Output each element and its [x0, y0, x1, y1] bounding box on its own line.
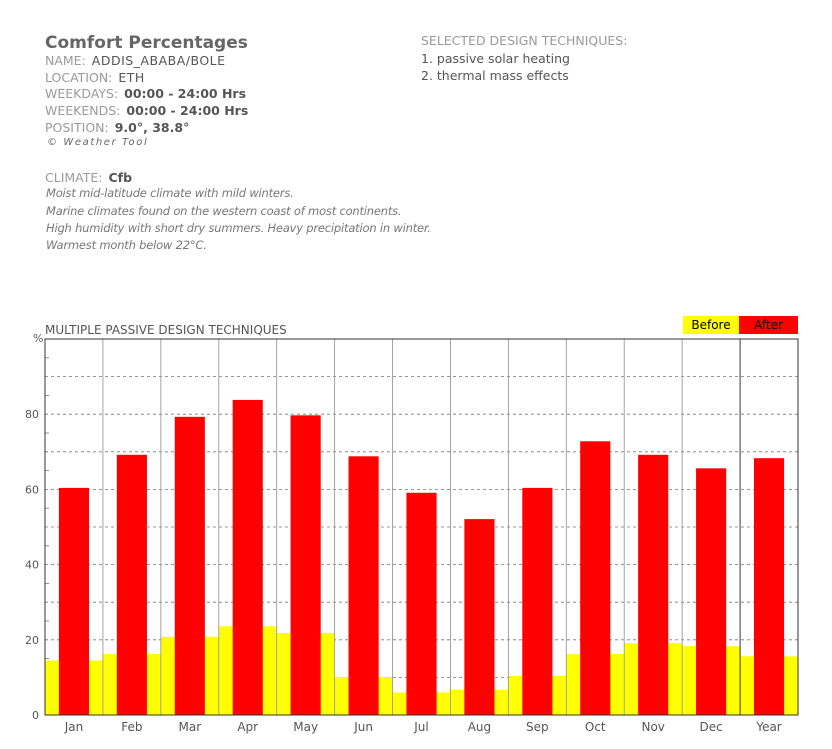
chart-title: MULTIPLE PASSIVE DESIGN TECHNIQUES [45, 323, 287, 337]
credit-text: © Weather Tool [47, 137, 149, 148]
y-tick-label: 20 [25, 634, 39, 647]
x-category-label: Year [755, 720, 781, 734]
y-tick-label: 80 [25, 408, 39, 421]
location-label: LOCATION: [45, 70, 113, 85]
legend-after: After [739, 316, 798, 334]
climate-description-line: High humidity with short dry summers. He… [46, 221, 431, 235]
climate-description-line: Marine climates found on the western coa… [46, 204, 402, 218]
x-category-label: Aug [468, 720, 491, 734]
weekdays-row: WEEKDAYS: 00:00 - 24:00 Hrs [45, 86, 246, 101]
bar-after [58, 487, 90, 715]
bar-after [116, 454, 147, 715]
legend-before: Before [683, 316, 739, 334]
weekends-row: WEEKENDS: 00:00 - 24:00 Hrs [45, 103, 248, 118]
y-axis-label: % [33, 332, 43, 345]
bar-after [348, 456, 379, 715]
position-label: POSITION: [45, 120, 109, 135]
bar-after [580, 441, 611, 715]
x-category-label: Sep [526, 720, 549, 734]
x-category-label: Oct [585, 720, 606, 734]
climate-description-line: Warmest month below 22°C. [46, 238, 207, 252]
technique-item: 1. passive solar heating [421, 51, 570, 66]
bar-after [638, 454, 669, 715]
name-label: NAME: [45, 53, 86, 68]
bar-after [290, 415, 321, 715]
x-category-label: Apr [237, 720, 258, 734]
y-tick-label: 40 [25, 559, 39, 572]
location-value: ETH [118, 70, 145, 85]
bar-after [696, 468, 727, 715]
bar-after [522, 487, 553, 715]
x-category-label: Jun [353, 720, 373, 734]
climate-code: Cfb [108, 170, 133, 185]
plot-frame [44, 338, 799, 716]
location-row: LOCATION: ETH [45, 70, 145, 85]
technique-item: 2. thermal mass effects [421, 68, 569, 83]
bar-after [406, 492, 437, 715]
bar-after [464, 519, 495, 715]
bar-after [174, 416, 205, 715]
bar-after [232, 399, 263, 715]
weekends-label: WEEKENDS: [45, 103, 121, 118]
position-value: 9.0°, 38.8° [114, 120, 190, 135]
x-category-label: Mar [178, 720, 201, 734]
y-tick-label: 60 [25, 483, 39, 496]
bar-after [753, 458, 785, 715]
x-category-label: Feb [121, 720, 142, 734]
page-title: Comfort Percentages [45, 33, 248, 53]
name-value: ADDIS_ABABA/BOLE [91, 53, 226, 68]
climate-description-line: Moist mid-latitude climate with mild win… [46, 186, 294, 200]
weekends-value: 00:00 - 24:00 Hrs [126, 103, 249, 118]
y-tick-label: 0 [32, 709, 39, 722]
position-row: POSITION: 9.0°, 38.8° [45, 120, 189, 135]
climate-row: CLIMATE: Cfb [45, 170, 132, 185]
x-category-label: Nov [641, 720, 664, 734]
climate-label: CLIMATE: [45, 170, 103, 185]
x-category-label: Jan [64, 720, 84, 734]
selected-techniques-heading: SELECTED DESIGN TECHNIQUES: [421, 33, 628, 48]
x-category-label: May [293, 720, 318, 734]
x-category-label: Dec [699, 720, 722, 734]
name-row: NAME: ADDIS_ABABA/BOLE [45, 53, 226, 68]
weekdays-value: 00:00 - 24:00 Hrs [124, 86, 247, 101]
weekdays-label: WEEKDAYS: [45, 86, 119, 101]
x-category-label: Jul [413, 720, 428, 734]
